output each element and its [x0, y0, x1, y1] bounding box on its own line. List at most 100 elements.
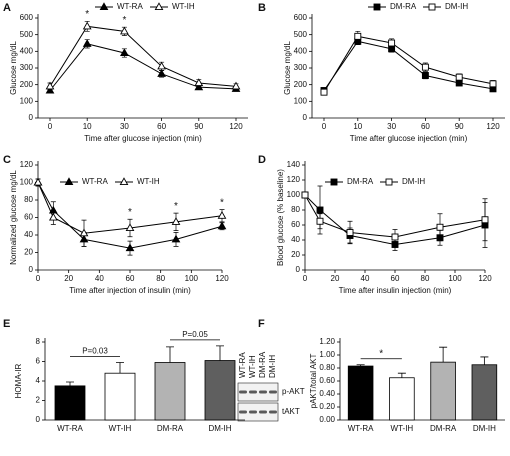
- x-axis-label: Time after insulin injection (min): [339, 286, 452, 295]
- x-tick-label: WT-RA: [348, 424, 374, 433]
- y-tick-label: 100: [20, 178, 34, 187]
- blot-band: [249, 410, 257, 414]
- y-tick-label: 400: [20, 46, 34, 55]
- y-tick-label: 0.20: [319, 402, 335, 411]
- blot-lane-label: DM-IH: [268, 355, 277, 378]
- x-tick-label: 120: [229, 122, 243, 131]
- legend-label: DM-RA: [390, 2, 417, 11]
- series-line: [49, 43, 237, 91]
- error-bar: [480, 356, 489, 365]
- data-point: [171, 217, 181, 225]
- y-tick-label: 200: [20, 80, 34, 89]
- y-tick-label: 100: [294, 96, 308, 105]
- error-bar: [397, 372, 406, 378]
- series-line: [37, 182, 223, 234]
- legend-marker: [385, 178, 393, 186]
- blot-band: [239, 410, 247, 414]
- data-point: [194, 78, 204, 87]
- x-tick-label: DM-IH: [208, 424, 231, 433]
- data-point: [481, 216, 489, 224]
- annotation: *: [122, 15, 126, 26]
- x-tick-label: 60: [126, 274, 135, 283]
- x-tick-label: 100: [448, 274, 462, 283]
- x-tick-label: 60: [421, 122, 430, 131]
- panel-letter: F: [258, 318, 265, 330]
- data-point: [388, 39, 396, 47]
- x-tick-label: 0: [36, 274, 41, 283]
- data-point: [79, 228, 89, 237]
- bar: [154, 362, 186, 421]
- data-point: [82, 21, 92, 30]
- annotation: *: [85, 9, 89, 20]
- data-point: [301, 191, 309, 199]
- y-tick-label: 120: [287, 175, 301, 184]
- bar: [54, 385, 86, 421]
- y-tick-label: 1.20: [319, 337, 335, 346]
- x-tick-label: 80: [421, 274, 430, 283]
- x-tick-label: DM-RA: [430, 424, 457, 433]
- y-tick-label: 0: [303, 113, 308, 122]
- blot-band-label: p-AKT: [282, 387, 305, 396]
- error-bar: [216, 345, 224, 361]
- legend-marker: [154, 2, 164, 11]
- series-line: [323, 40, 494, 91]
- error-bar: [439, 346, 448, 363]
- data-point: [421, 63, 429, 71]
- y-tick-label: 500: [20, 30, 34, 39]
- annotation: *: [220, 197, 224, 208]
- panel-letter: D: [258, 154, 266, 166]
- data-point: [391, 233, 399, 241]
- data-point: [120, 26, 129, 35]
- data-point: [316, 217, 324, 225]
- y-tick-label: 40: [24, 230, 33, 239]
- legend-marker: [373, 3, 381, 11]
- y-axis-label: Glucose mg/dL: [283, 41, 292, 95]
- legend-marker: [64, 177, 74, 186]
- y-tick-label: 300: [294, 63, 308, 72]
- bar: [471, 364, 498, 421]
- y-tick-label: 0: [296, 265, 301, 274]
- annotation: *: [128, 207, 132, 218]
- y-tick-label: 140: [287, 160, 301, 169]
- panel-letter: C: [3, 154, 11, 166]
- x-tick-label: 40: [95, 274, 104, 283]
- y-tick-label: 40: [291, 235, 300, 244]
- blot-frame: [237, 382, 279, 402]
- panel-letter: B: [258, 2, 266, 14]
- x-tick-label: 60: [391, 274, 400, 283]
- y-axis-label: Glucose mg/dL: [9, 41, 18, 95]
- x-tick-label: 120: [215, 274, 229, 283]
- data-point: [157, 61, 166, 70]
- legend-label: WT-RA: [117, 2, 143, 11]
- blot-band: [249, 390, 257, 394]
- data-point: [125, 223, 135, 232]
- legend-label: DM-IH: [445, 2, 468, 11]
- y-tick-label: 0.80: [319, 363, 335, 372]
- data-point: [48, 212, 58, 221]
- panel-letter: A: [3, 2, 11, 14]
- y-tick-label: 4: [36, 376, 41, 385]
- legend-label: WT-RA: [82, 177, 108, 186]
- y-tick-label: 100: [20, 96, 34, 105]
- y-tick-label: 0: [36, 415, 41, 424]
- legend-label: WT-IH: [172, 2, 195, 11]
- y-tick-label: 0.60: [319, 376, 335, 385]
- data-point: [120, 48, 129, 57]
- data-point: [45, 81, 55, 90]
- error-bar: [116, 362, 124, 374]
- y-tick-label: 6: [36, 357, 41, 366]
- y-tick-label: 500: [294, 30, 308, 39]
- x-tick-label: WT-IH: [391, 424, 414, 433]
- y-tick-label: 200: [294, 80, 308, 89]
- x-tick-label: 40: [361, 274, 370, 283]
- y-tick-label: 60: [24, 213, 33, 222]
- x-tick-label: 30: [120, 122, 129, 131]
- bar: [347, 365, 374, 421]
- x-tick-label: 20: [331, 274, 340, 283]
- annotation: P=0.05: [182, 330, 208, 339]
- x-tick-label: 100: [185, 274, 199, 283]
- data-point: [33, 177, 43, 186]
- y-tick-label: 20: [24, 248, 33, 257]
